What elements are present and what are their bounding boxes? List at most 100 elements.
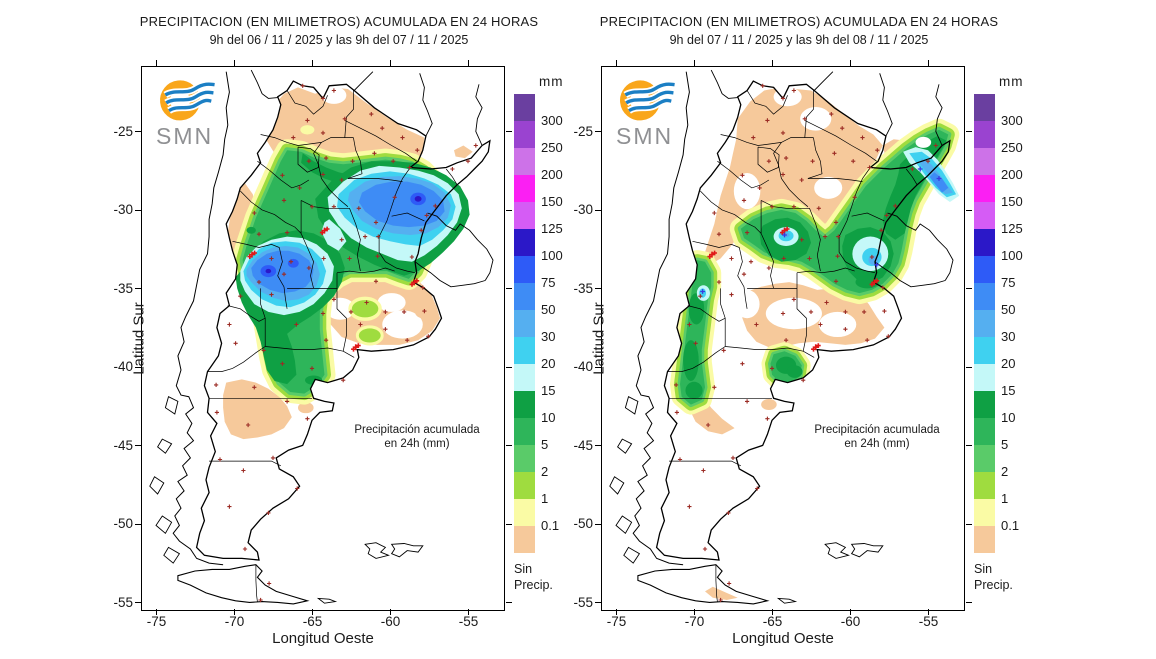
legend-band bbox=[974, 472, 995, 499]
legend-band bbox=[974, 94, 995, 121]
legend-label: 1 bbox=[1001, 491, 1009, 506]
x-tick bbox=[928, 60, 930, 66]
legend-band bbox=[974, 418, 995, 445]
map-frame: SMN Precipitación acumulada en 24h (mm) bbox=[141, 66, 505, 611]
legend-label: 0.1 bbox=[541, 518, 560, 533]
legend-label: 30 bbox=[1001, 329, 1016, 344]
x-tick-label: -55 bbox=[458, 614, 479, 629]
x-tick bbox=[928, 609, 930, 615]
x-tick bbox=[694, 60, 696, 66]
x-tick-label: -65 bbox=[302, 614, 323, 629]
y-tick bbox=[966, 131, 972, 133]
legend-label: 15 bbox=[541, 383, 556, 398]
y-tick-label: -55 bbox=[113, 594, 133, 610]
legend-label: 2 bbox=[541, 464, 549, 479]
x-axis-label: Longitud Oeste bbox=[732, 630, 834, 647]
station-marker bbox=[674, 83, 938, 603]
legend-color-bar bbox=[514, 94, 535, 553]
legend-label: 300 bbox=[541, 113, 563, 128]
legend-band bbox=[974, 391, 995, 418]
y-tick-label: -50 bbox=[573, 516, 593, 532]
legend-unit: mm bbox=[539, 74, 564, 89]
legend-label: 1 bbox=[541, 491, 549, 506]
legend-color-bar bbox=[974, 94, 995, 553]
y-tick bbox=[966, 523, 972, 525]
x-tick bbox=[694, 609, 696, 615]
x-tick-label: -60 bbox=[840, 614, 861, 629]
y-tick bbox=[595, 288, 601, 290]
legend-band bbox=[514, 148, 535, 175]
x-tick-label: -60 bbox=[380, 614, 401, 629]
y-tick bbox=[135, 288, 141, 290]
legend-label: 200 bbox=[541, 167, 563, 182]
legend-band bbox=[514, 175, 535, 202]
y-tick-label: -30 bbox=[113, 202, 133, 218]
legend-band bbox=[974, 229, 995, 256]
legend-band bbox=[974, 148, 995, 175]
y-tick-label: -35 bbox=[113, 280, 133, 296]
legend-band bbox=[514, 337, 535, 364]
legend-label: 5 bbox=[541, 437, 549, 452]
legend-band bbox=[514, 94, 535, 121]
x-tick bbox=[850, 60, 852, 66]
map-subtitle: 9h del 06 / 11 / 2025 y las 9h del 07 / … bbox=[209, 33, 469, 47]
legend-band bbox=[514, 283, 535, 310]
y-tick-label: -45 bbox=[113, 437, 133, 453]
legend-band bbox=[974, 337, 995, 364]
smn-logo-text: SMN bbox=[156, 123, 214, 149]
legend-band bbox=[974, 283, 995, 310]
y-tick bbox=[595, 366, 601, 368]
x-tick bbox=[312, 60, 314, 66]
x-tick bbox=[390, 609, 392, 615]
y-tick bbox=[595, 602, 601, 604]
station-cluster-marker bbox=[247, 226, 420, 352]
legend-label: 75 bbox=[541, 275, 556, 290]
x-tick bbox=[772, 60, 774, 66]
precip-layers bbox=[670, 87, 960, 600]
y-tick bbox=[595, 131, 601, 133]
station-markers bbox=[674, 83, 942, 603]
station-markers bbox=[214, 83, 478, 603]
y-tick bbox=[966, 209, 972, 211]
x-tick-label: -75 bbox=[606, 614, 627, 629]
panel-left: PRECIPITACION (EN MILIMETROS) ACUMULADA … bbox=[113, 0, 564, 659]
legend-label: 50 bbox=[541, 302, 556, 317]
legend-label: 100 bbox=[541, 248, 563, 263]
y-tick-label: -25 bbox=[113, 123, 133, 139]
y-tick bbox=[135, 602, 141, 604]
y-tick bbox=[135, 366, 141, 368]
y-tick bbox=[506, 209, 512, 211]
smn-logo: SMN bbox=[614, 77, 684, 155]
map-subtitle: 9h del 07 / 11 / 2025 y las 9h del 08 / … bbox=[669, 33, 929, 47]
y-tick bbox=[135, 445, 141, 447]
legend-band bbox=[974, 175, 995, 202]
legend-label: 250 bbox=[541, 140, 563, 155]
y-tick-label: -40 bbox=[573, 359, 593, 375]
legend-band bbox=[974, 202, 995, 229]
x-tick-label: -70 bbox=[224, 614, 245, 629]
y-tick-label: -35 bbox=[573, 280, 593, 296]
y-tick bbox=[506, 366, 512, 368]
x-tick bbox=[772, 609, 774, 615]
x-tick-label: -70 bbox=[684, 614, 705, 629]
legend-band bbox=[514, 499, 535, 526]
legend-band bbox=[974, 526, 995, 553]
legend-label: 50 bbox=[1001, 302, 1016, 317]
map-title: PRECIPITACION (EN MILIMETROS) ACUMULADA … bbox=[139, 14, 539, 29]
y-tick-label: -55 bbox=[573, 594, 593, 610]
y-tick bbox=[135, 523, 141, 525]
station-cluster-marker bbox=[707, 226, 880, 352]
legend-band bbox=[514, 310, 535, 337]
legend-label: 100 bbox=[1001, 248, 1023, 263]
legend-band bbox=[514, 391, 535, 418]
legend-band bbox=[514, 121, 535, 148]
x-tick bbox=[312, 609, 314, 615]
legend-label: 5 bbox=[1001, 437, 1009, 452]
y-tick bbox=[506, 602, 512, 604]
legend-label: 20 bbox=[1001, 356, 1016, 371]
y-tick bbox=[966, 602, 972, 604]
panel-right: PRECIPITACION (EN MILIMETROS) ACUMULADA … bbox=[573, 0, 1022, 659]
legend-no-precip-label: Sin Precip. bbox=[514, 562, 553, 592]
x-tick bbox=[468, 60, 470, 66]
legend-label: 30 bbox=[541, 329, 556, 344]
